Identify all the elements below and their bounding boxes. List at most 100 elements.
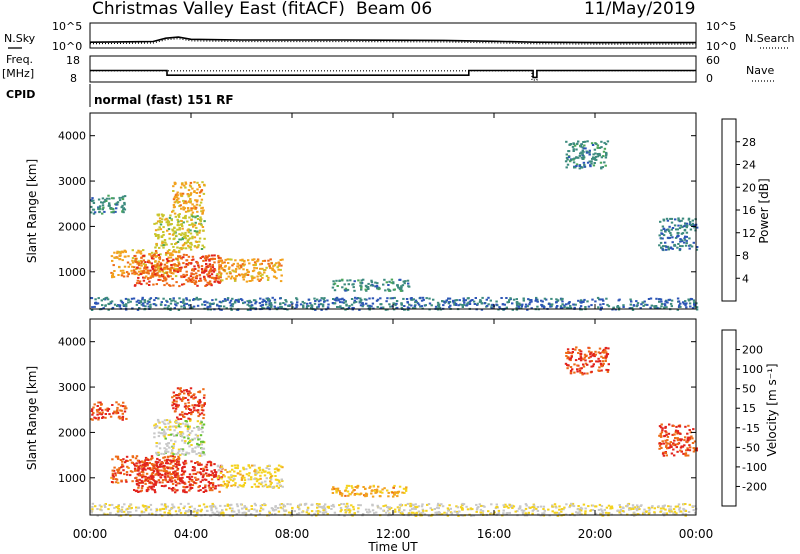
- velocity-cell: [347, 494, 350, 497]
- velocity-cell: [167, 475, 170, 478]
- power-cell: [226, 298, 229, 301]
- velocity-cell: [199, 400, 202, 403]
- velocity-cell: [278, 481, 281, 484]
- power-cell: [167, 267, 170, 270]
- power-cell: [156, 272, 159, 275]
- velocity-cell: [663, 435, 666, 438]
- velocity-cell: [126, 473, 129, 476]
- velocity-cell: [307, 512, 311, 515]
- velocity-cell: [125, 459, 128, 462]
- velocity-cell: [154, 482, 157, 485]
- power-cell: [389, 305, 392, 308]
- power-cell: [323, 300, 326, 303]
- velocity-cell: [197, 426, 200, 429]
- power-cell: [156, 213, 159, 216]
- power-cell: [121, 198, 125, 201]
- power-cell: [100, 299, 103, 302]
- power-cell: [158, 257, 162, 260]
- velocity-cell: [213, 469, 216, 472]
- velocity-cell: [177, 422, 181, 425]
- velocity-cell: [605, 506, 609, 509]
- velocity-cell: [383, 487, 386, 490]
- velocity-cell: [123, 510, 126, 513]
- power-cell: [640, 303, 643, 306]
- power-cell: [157, 278, 160, 281]
- velocity-cell: [373, 489, 376, 492]
- power-cell: [204, 255, 208, 258]
- power-cell: [587, 305, 591, 308]
- power-cell: [169, 271, 172, 274]
- velocity-cell: [122, 401, 125, 404]
- velocity-cell: [166, 467, 169, 470]
- power-cell: [122, 211, 125, 214]
- power-cell: [180, 266, 183, 269]
- velocity-cell: [250, 478, 253, 481]
- velocity-cell: [184, 510, 188, 513]
- velocity-cell: [201, 476, 205, 479]
- power-cell: [677, 217, 680, 220]
- velocity-cell: [138, 481, 141, 484]
- power-cell: [162, 244, 165, 247]
- velocity-cell: [176, 458, 180, 460]
- power-cell: [684, 222, 687, 225]
- velocity-cell: [478, 503, 481, 506]
- power-cell: [684, 300, 687, 303]
- power-cell: [161, 242, 164, 245]
- power-cell: [598, 152, 601, 155]
- power-cell: [595, 143, 598, 145]
- velocity-cell: [662, 512, 665, 515]
- velocity-cell: [177, 452, 180, 455]
- power-cell: [236, 308, 240, 311]
- velocity-cell: [401, 491, 404, 494]
- power-cell: [584, 306, 587, 308]
- power-cell: [182, 216, 185, 219]
- power-cell: [361, 305, 364, 308]
- velocity-cell: [113, 506, 116, 509]
- power-cell: [284, 303, 287, 306]
- power-cell: [164, 241, 167, 244]
- power-cell: [164, 253, 168, 256]
- velocity-cell: [253, 478, 256, 481]
- power-cell: [201, 269, 204, 272]
- power-cell: [622, 306, 625, 308]
- power-cell: [412, 298, 415, 301]
- power-cell: [476, 303, 479, 306]
- velocity-cell: [178, 388, 182, 391]
- velocity-cell: [404, 489, 408, 492]
- power-cell: [184, 231, 187, 234]
- power-cell: [103, 210, 106, 213]
- velocity-cell: [671, 433, 674, 436]
- velocity-cell: [144, 456, 148, 459]
- velocity-cell: [152, 470, 156, 473]
- velocity-cell: [330, 508, 333, 510]
- power-cell: [689, 297, 693, 300]
- velocity-cell: [175, 484, 178, 487]
- power-cell: [183, 266, 187, 269]
- power-cell: [535, 298, 538, 301]
- power-cell: [195, 199, 198, 202]
- velocity-cell: [205, 490, 208, 493]
- velocity-cell: [199, 434, 203, 437]
- velocity-cell: [273, 468, 277, 471]
- velocity-cell: [202, 470, 205, 473]
- velocity-cell: [194, 476, 197, 479]
- velocity-cell: [318, 503, 321, 506]
- velocity-cell: [394, 510, 397, 513]
- power-cell: [335, 299, 338, 302]
- power-cell: [388, 303, 391, 306]
- power-cell: [290, 301, 293, 304]
- power-cell: [279, 306, 282, 309]
- velocity-cell: [599, 352, 602, 355]
- velocity-cell: [584, 510, 587, 513]
- velocity-cell: [386, 509, 390, 512]
- velocity-cell: [605, 368, 608, 371]
- power-cell: [195, 241, 199, 243]
- velocity-cell: [208, 460, 211, 463]
- x-tick-label: 12:00: [376, 527, 411, 541]
- velocity-cell: [684, 503, 687, 505]
- power-cell: [166, 265, 169, 268]
- power-cell: [163, 266, 166, 269]
- power-cell: [392, 281, 395, 284]
- power-cell: [333, 282, 337, 285]
- freq-right-tick-bottom: 0: [706, 72, 713, 85]
